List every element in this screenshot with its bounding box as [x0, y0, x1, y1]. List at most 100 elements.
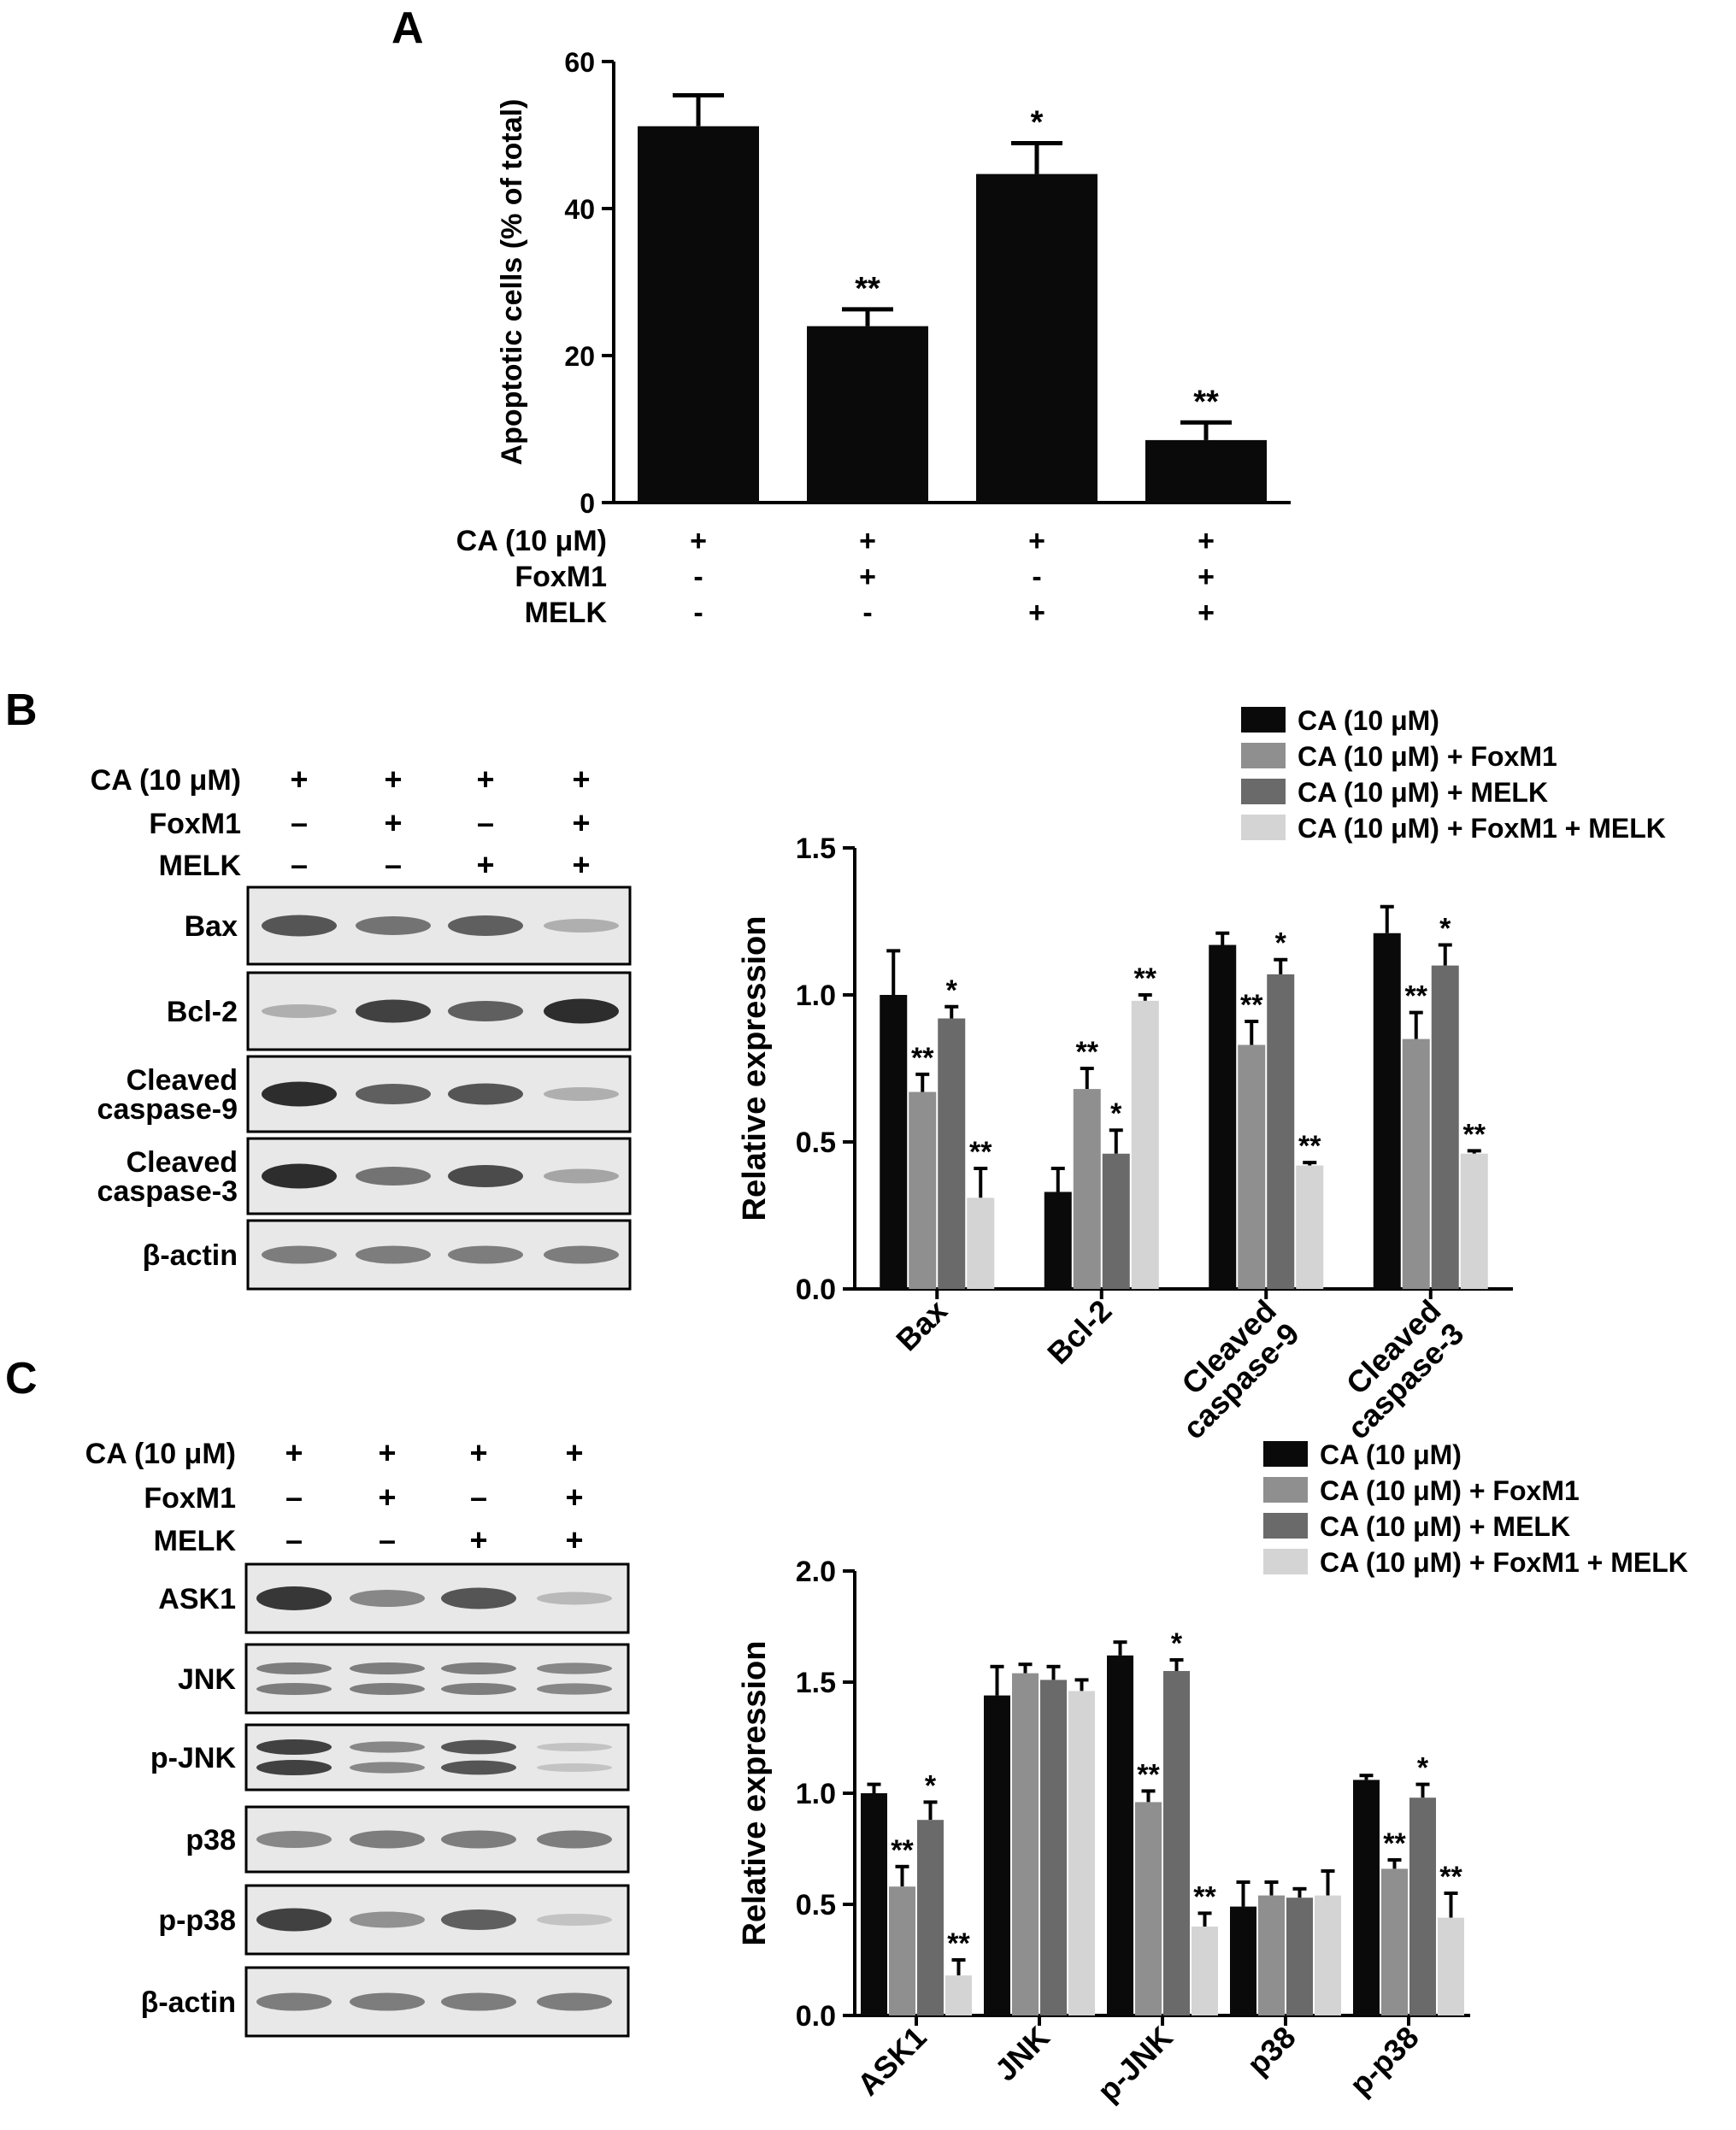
significance-marker: * [1275, 927, 1287, 960]
blot-band [256, 1992, 332, 2011]
significance-marker: ** [1134, 962, 1157, 995]
bar [1163, 1671, 1190, 2015]
bar [889, 1886, 915, 2015]
blot-treatment-sign: – [291, 805, 308, 840]
blot-treatment-sign: + [378, 1435, 396, 1470]
blot-band [537, 1763, 612, 1772]
bar [917, 1820, 944, 2015]
bar [1073, 1089, 1101, 1289]
y-tick-label: 60 [564, 47, 595, 78]
x-tick-label: Cleavedcaspase-9 [1153, 1293, 1306, 1446]
blot-band [256, 1683, 332, 1695]
bar [938, 1018, 966, 1289]
bar [1431, 965, 1459, 1289]
blot-treatment-label: MELK [154, 1525, 237, 1557]
blot-band [256, 1831, 332, 1848]
significance-marker: ** [1193, 1880, 1216, 1913]
blot-strip [244, 1723, 630, 1792]
condition-sign: - [693, 561, 703, 593]
blot-band [448, 915, 523, 936]
bar [1230, 1906, 1256, 2015]
blot-band [448, 1083, 523, 1105]
blot-band [441, 1760, 516, 1775]
panel-c-western-blot: CA (10 μM) + + + + FoxM1 – + – + MELK – – + + ASK1 JNK p-… [85, 1435, 630, 2038]
condition-sign: + [859, 561, 876, 593]
panel-label-c: C [5, 1354, 38, 1403]
blot-band [262, 1163, 337, 1189]
blot-band [448, 1245, 523, 1264]
blot-treatment-sign: + [572, 805, 590, 840]
bar [1040, 1680, 1067, 2015]
bar [1012, 1673, 1039, 2015]
legend-swatch [1241, 815, 1286, 840]
legend-label: CA (10 μM) + FoxM1 [1298, 741, 1557, 772]
significance-marker: ** [1298, 1130, 1321, 1162]
legend-label: CA (10 μM) + MELK [1298, 777, 1548, 808]
bar [909, 1091, 937, 1289]
y-tick-label: 20 [564, 341, 595, 372]
significance-marker: * [1171, 1627, 1183, 1660]
blot-treatment-sign: – [470, 1480, 487, 1515]
blot-treatment-sign: + [469, 1435, 487, 1470]
blot-protein-label: caspase-9 [97, 1093, 238, 1126]
bar [1192, 1927, 1218, 2015]
y-axis-title: Relative expression [737, 916, 773, 1221]
blot-protein-label: β-actin [141, 1986, 236, 2019]
panel-label-b: B [5, 685, 38, 735]
bar [638, 126, 759, 503]
x-tick-label: Bcl-2 [1040, 1293, 1118, 1371]
condition-sign: + [1028, 597, 1045, 629]
blot-band [537, 1662, 612, 1674]
x-tick-label-line: p38 [1240, 2020, 1303, 2082]
y-tick-label: 1.0 [796, 980, 836, 1012]
legend-swatch [1263, 1549, 1308, 1574]
blot-treatment-sign: + [572, 847, 590, 882]
blot-band [537, 1592, 612, 1605]
y-tick-label: 0.0 [796, 2000, 836, 2033]
significance-marker: * [1417, 1752, 1429, 1785]
blot-treatment-label: FoxM1 [149, 808, 241, 840]
blot-band [441, 1739, 516, 1755]
blot-band [448, 1165, 523, 1187]
blot-band [544, 998, 619, 1024]
y-tick-label: 1.0 [796, 1778, 836, 1810]
significance-marker: * [925, 1769, 937, 1802]
blot-band [537, 1992, 612, 2011]
significance-marker: ** [911, 1042, 934, 1074]
blot-protein-label: p-JNK [150, 1742, 237, 1774]
y-tick-label: 0.5 [796, 1127, 836, 1159]
blot-band [537, 1830, 612, 1849]
blot-band [350, 1830, 425, 1849]
bar [1258, 1895, 1285, 2015]
blot-treatment-sign: + [384, 805, 402, 840]
blot-band [537, 1743, 612, 1751]
blot-band [350, 1741, 425, 1753]
bar [1102, 1153, 1130, 1289]
legend-swatch [1263, 1441, 1308, 1467]
legend-swatch [1241, 743, 1286, 768]
blot-treatment-sign: – [477, 805, 494, 840]
x-tick-label-line: JNK [988, 2020, 1056, 2088]
blot-band [544, 1087, 619, 1101]
blot-band [356, 999, 431, 1023]
legend-swatch [1241, 707, 1286, 733]
significance-marker: ** [1076, 1036, 1099, 1068]
legend-swatch [1263, 1477, 1308, 1503]
y-tick-label: 0 [580, 488, 595, 519]
significance-marker: ** [891, 1834, 914, 1867]
legend-label: CA (10 μM) + MELK [1320, 1511, 1570, 1542]
condition-sign: + [1028, 525, 1045, 557]
condition-sign: - [862, 597, 872, 629]
condition-row-label: CA (10 μM) [456, 525, 607, 557]
x-tick-label-line: ASK1 [850, 2020, 933, 2103]
bar [1373, 933, 1401, 1289]
blot-protein-label: β-actin [143, 1239, 238, 1272]
bar [1267, 974, 1295, 1289]
y-tick-label: 40 [564, 194, 595, 225]
y-tick-label: 0.5 [796, 1889, 836, 1921]
x-tick-label-line: p-p38 [1343, 2020, 1426, 2103]
x-tick-label: Bax [889, 1293, 954, 1358]
blot-band [537, 1914, 612, 1926]
bar [880, 995, 908, 1289]
